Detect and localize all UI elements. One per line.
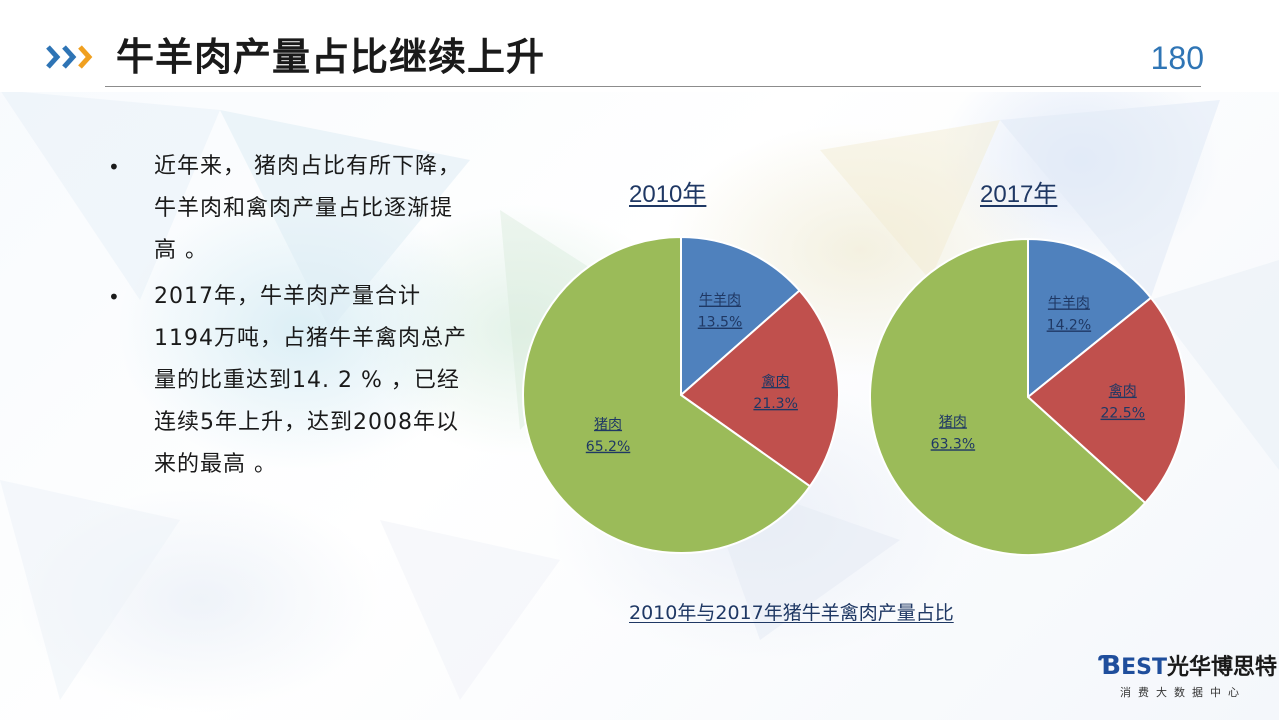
page-number: 180 (1150, 40, 1204, 76)
page-title: 牛羊肉产量占比继续上升 (116, 35, 546, 79)
pie-slice-beef-mutton-1 (1027, 237, 1153, 400)
brand-logo: ƁEST光华博思特 消费大数据中心 (1100, 651, 1277, 702)
header-bar: 牛羊肉产量占比继续上升 180 (0, 0, 1279, 92)
bullet-list: • 近年来， 猪肉占比有所下降，牛羊肉和禽肉产量占比逐渐提高 。 • 2017年… (108, 146, 468, 490)
slice-value-label: 14.2% (1047, 317, 1091, 333)
slice-label: 猪肉 (594, 417, 622, 433)
slice-label: 牛羊肉 (699, 293, 741, 309)
logo-tagline: 消费大数据中心 (1120, 686, 1246, 699)
chart-title-2010: 2010年 (629, 181, 707, 208)
slice-value-label: 22.5% (1101, 406, 1145, 422)
slice-label: 禽肉 (1109, 383, 1137, 400)
logo-brand-name: 光华博思特 (1166, 655, 1277, 680)
chart-title-2017: 2017年 (980, 181, 1058, 208)
logo-letters: EST (1121, 655, 1167, 680)
slice-label: 禽肉 (762, 373, 790, 390)
pie-slice-pork-1 (869, 237, 1147, 556)
slice-value-label: 63.3% (931, 436, 975, 452)
pie-slice-pork-0 (522, 235, 812, 554)
chevron-arrows-icon (46, 45, 93, 69)
bullet-text: 近年来， 猪肉占比有所下降，牛羊肉和禽肉产量占比逐渐提高 。 (154, 154, 461, 263)
logo-b-icon: Ɓ (1100, 651, 1122, 681)
pie-slice-poultry-1 (1026, 296, 1187, 505)
bullet-dot: • (108, 285, 120, 309)
pie-slice-beef-mutton-0 (680, 235, 801, 398)
pie-slice-poultry-0 (679, 289, 840, 488)
slice-value-label: 13.5% (698, 315, 742, 331)
slice-label: 牛羊肉 (1048, 295, 1090, 311)
slice-value-label: 65.2% (586, 439, 630, 455)
bullet-dot: • (108, 155, 120, 179)
bullet-text: 2017年，牛羊肉产量合计1194万吨，占猪牛羊禽肉总产量的比重达到14. 2 … (154, 284, 467, 477)
bullet-item: • 2017年，牛羊肉产量合计1194万吨，占猪牛羊禽肉总产量的比重达到14. … (108, 276, 468, 486)
slice-label: 猪肉 (939, 414, 967, 430)
bullet-item: • 近年来， 猪肉占比有所下降，牛羊肉和禽肉产量占比逐渐提高 。 (108, 146, 468, 272)
chart-caption: 2010年与2017年猪牛羊禽肉产量占比 (629, 602, 954, 624)
header-divider (105, 86, 1201, 87)
slice-value-label: 21.3% (753, 396, 797, 412)
